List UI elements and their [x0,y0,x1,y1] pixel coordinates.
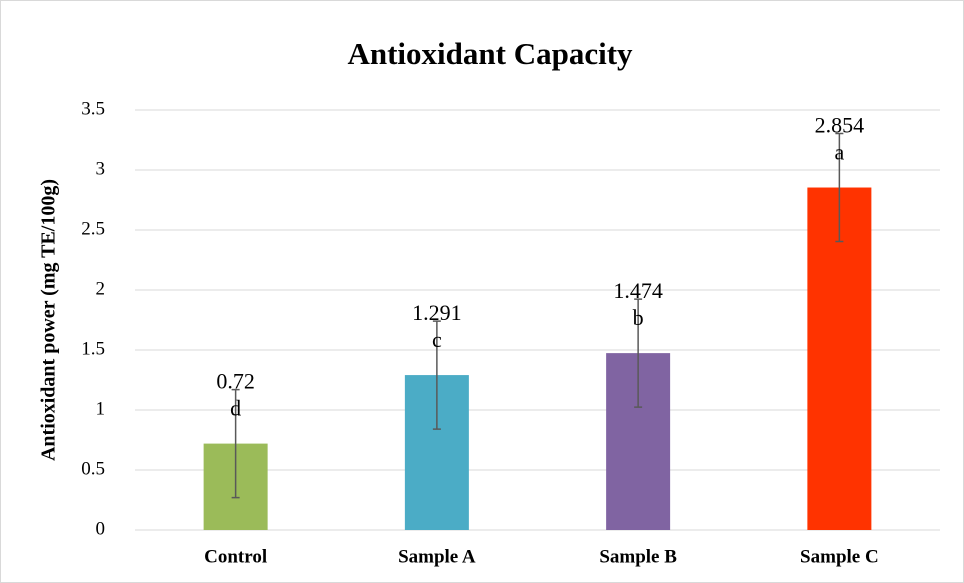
y-tick-label: 1 [96,398,106,419]
y-tick-label: 2.5 [81,218,105,239]
x-tick-label: Sample A [398,546,476,567]
y-tick-label: 1.5 [81,338,105,359]
data-label: 1.474 [613,278,663,303]
x-tick-label: Control [204,546,267,567]
error-bar [835,132,844,243]
error-bar [432,320,441,430]
significance-letter: d [230,396,241,421]
y-tick-label: 2 [96,278,106,299]
x-tick-label: Sample C [800,546,879,567]
x-tick-label: Sample B [599,546,677,567]
significance-letter: c [432,327,442,352]
y-tick-label: 3.5 [81,98,105,119]
y-tick-label: 0 [96,518,106,539]
bar [807,187,872,530]
significance-letter: a [834,140,844,165]
data-label: 2.854 [815,113,865,138]
error-bar [231,388,240,499]
y-axis-label: Antioxidant power (mg TE/100g) [38,179,60,461]
error-bar [634,298,643,408]
y-tick-label: 3 [96,158,106,179]
data-label: 1.291 [412,300,462,325]
significance-letter: b [633,305,644,330]
data-label: 0.72 [216,369,255,394]
y-tick-label: 0.5 [81,458,105,479]
chart-title: Antioxidant Capacity [347,36,633,71]
